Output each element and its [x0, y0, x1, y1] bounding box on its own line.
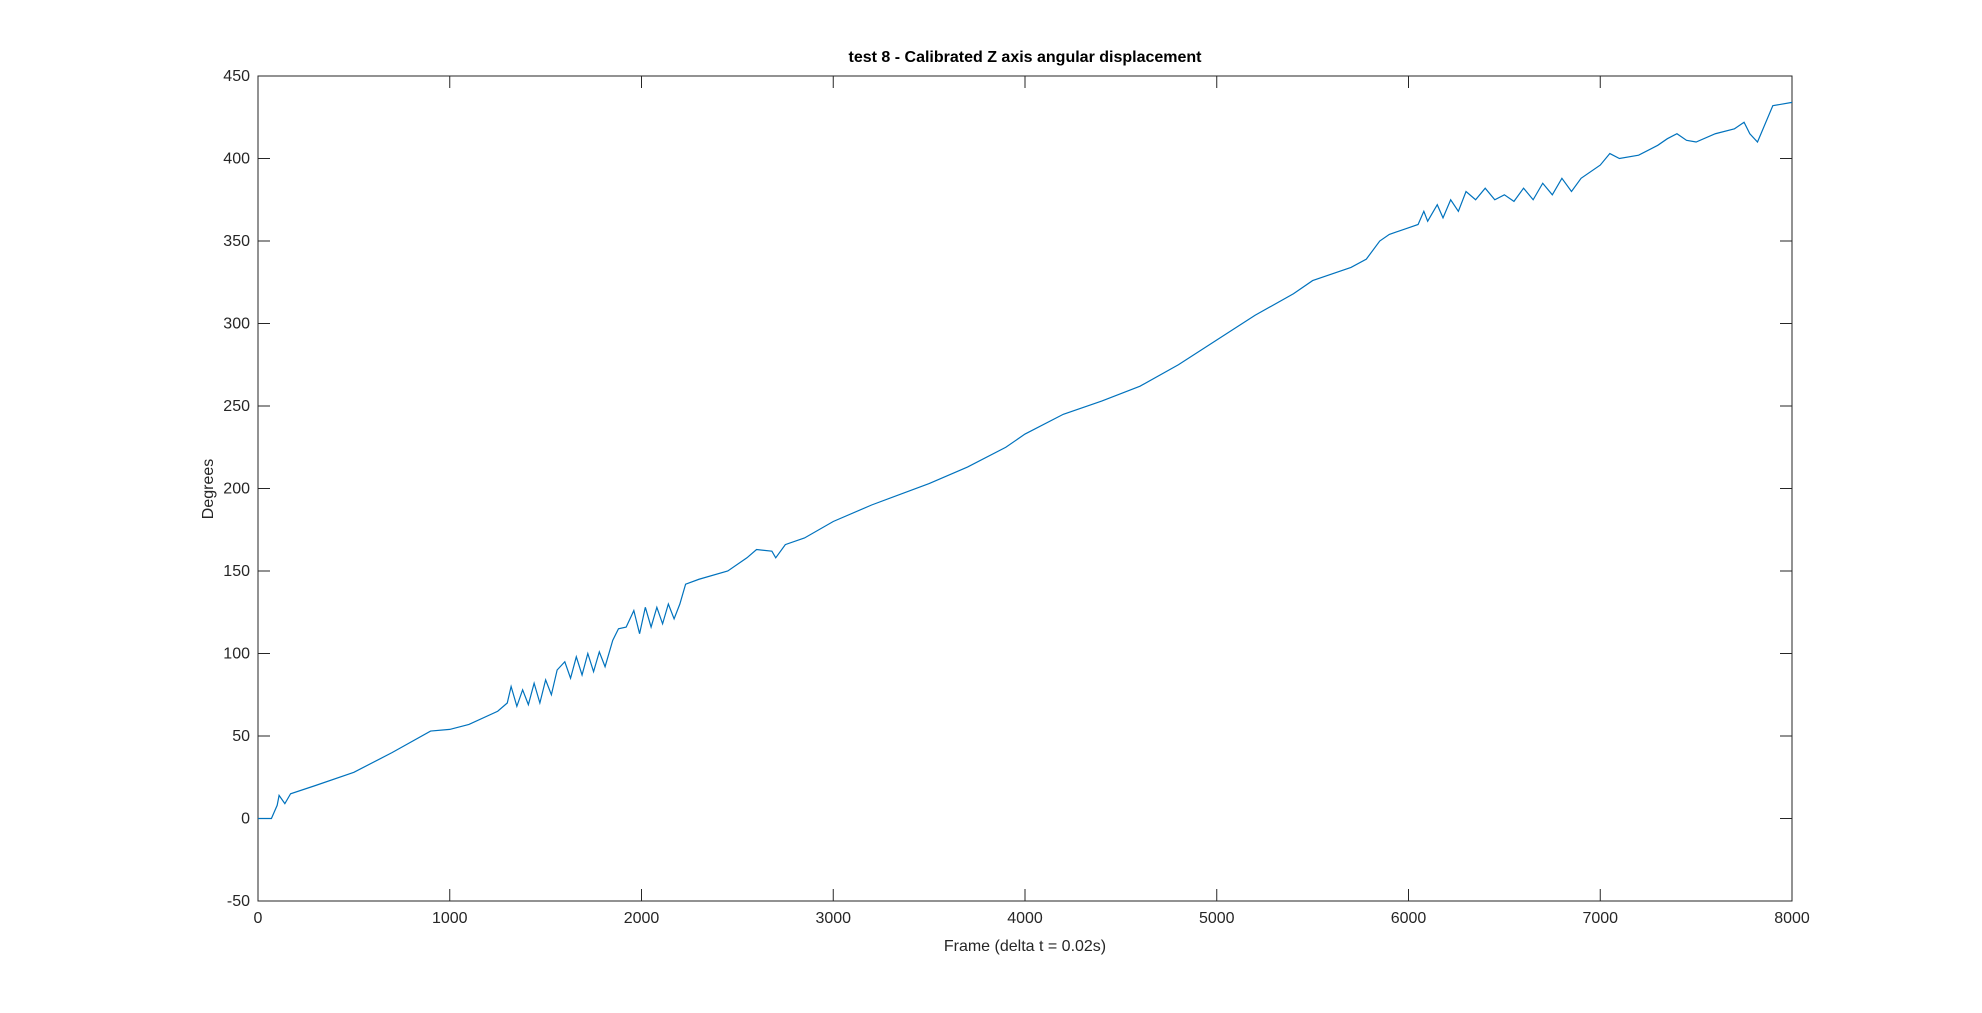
y-tick-label: 450 [223, 68, 250, 85]
y-tick-label: 400 [223, 151, 250, 168]
x-tick-label: 4000 [1007, 910, 1043, 927]
x-tick-label: 5000 [1199, 910, 1235, 927]
y-tick-label: 250 [223, 398, 250, 415]
x-tick-label: 6000 [1391, 910, 1427, 927]
x-tick-label: 8000 [1774, 910, 1810, 927]
y-tick-label: 350 [223, 233, 250, 250]
chart-title: test 8 - Calibrated Z axis angular displ… [849, 49, 1203, 66]
y-axis-label: Degrees [200, 459, 217, 519]
y-tick-label: 200 [223, 481, 250, 498]
x-tick-label: 3000 [815, 910, 851, 927]
plot-frame [257, 75, 1793, 902]
x-tick-label: 7000 [1582, 910, 1618, 927]
x-tick-label: 2000 [624, 910, 660, 927]
y-tick-label: 150 [223, 563, 250, 580]
data-line [258, 101, 1793, 820]
x-axis-label: Frame (delta t = 0.02s) [944, 938, 1106, 955]
y-tick-label: -50 [227, 893, 250, 910]
y-tick-label: 0 [241, 811, 250, 828]
x-tick-label: 0 [254, 910, 263, 927]
y-tick-label: 50 [232, 728, 250, 745]
y-tick-label: 300 [223, 316, 250, 333]
y-tick-label: 100 [223, 646, 250, 663]
x-tick-label: 1000 [432, 910, 468, 927]
